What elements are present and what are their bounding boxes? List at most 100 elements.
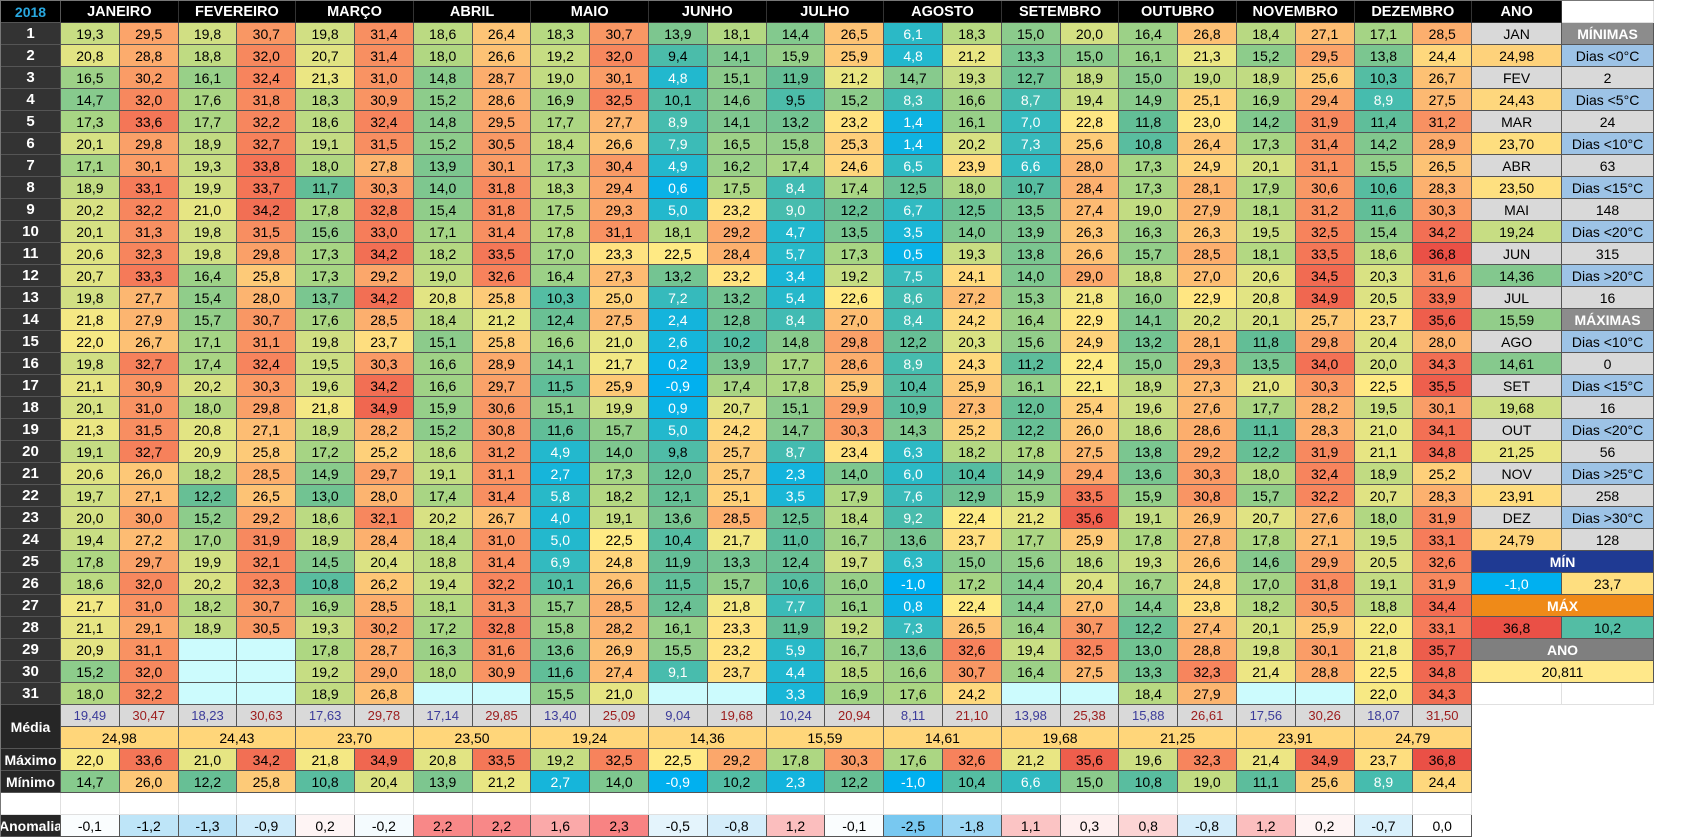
min-temp-cell[interactable]: 19,9 [178, 551, 238, 573]
max-temp-cell[interactable]: 29,2 [237, 507, 297, 529]
max-temp-cell[interactable]: 28,1 [1178, 331, 1237, 353]
min-temp-cell[interactable]: 12,2 [178, 485, 238, 507]
min-temp-cell[interactable]: 15,2 [413, 419, 473, 441]
max-temp-cell[interactable]: 22,6 [825, 287, 885, 309]
max-temp-cell[interactable]: 25,9 [1295, 617, 1355, 639]
max-temp-cell[interactable]: 26,4 [1178, 133, 1237, 155]
max-temp-cell[interactable]: 28,6 [1178, 419, 1237, 441]
max-temp-cell[interactable]: 21,3 [1178, 45, 1237, 67]
min-temp-cell[interactable]: 20,6 [1236, 265, 1296, 287]
min-temp-cell[interactable]: 19,2 [296, 661, 355, 683]
max-temp-cell[interactable]: 15,2 [825, 89, 885, 111]
max-temp-cell[interactable]: 32,6 [1413, 551, 1473, 573]
max-temp-cell[interactable]: 32,3 [119, 243, 179, 265]
min-temp-cell[interactable]: 22,0 [61, 331, 120, 353]
max-temp-cell[interactable]: 32,8 [472, 617, 532, 639]
max-temp-cell[interactable]: 30,3 [825, 419, 885, 441]
max-temp-cell[interactable]: 25,2 [1413, 463, 1473, 485]
min-temp-cell[interactable]: 4,7 [766, 221, 826, 243]
min-temp-cell[interactable]: 1,4 [884, 133, 943, 155]
max-temp-cell[interactable]: 27,0 [825, 309, 885, 331]
max-temp-cell[interactable]: 20,2 [1178, 309, 1237, 331]
max-temp-cell[interactable]: 29,5 [1295, 45, 1355, 67]
min-temp-cell[interactable]: 16,4 [1001, 309, 1061, 331]
min-temp-cell[interactable]: 7,7 [766, 595, 826, 617]
min-temp-cell[interactable]: 16,4 [1119, 23, 1179, 45]
min-temp-cell[interactable]: 12,2 [1119, 617, 1179, 639]
min-temp-cell[interactable]: 21,8 [61, 309, 120, 331]
min-temp-cell[interactable]: 17,8 [531, 221, 591, 243]
max-temp-cell[interactable]: 32,3 [1178, 661, 1237, 683]
max-temp-cell[interactable]: 28,0 [237, 287, 297, 309]
max-temp-cell[interactable]: 32,1 [354, 507, 414, 529]
max-temp-cell[interactable]: 28,8 [1295, 661, 1355, 683]
min-temp-cell[interactable]: 16,3 [413, 639, 473, 661]
min-temp-cell[interactable]: 19,7 [61, 485, 120, 507]
min-temp-cell[interactable]: 15,6 [296, 221, 355, 243]
max-temp-cell[interactable]: 26,8 [1178, 23, 1237, 45]
max-temp-cell[interactable]: 19,1 [590, 507, 649, 529]
max-temp-cell[interactable]: 25,6 [1060, 133, 1120, 155]
min-temp-cell[interactable]: 18,4 [531, 133, 591, 155]
min-temp-cell[interactable]: 14,6 [1236, 551, 1296, 573]
max-temp-cell[interactable]: 21,0 [590, 683, 649, 705]
max-temp-cell[interactable]: 35,6 [1060, 507, 1120, 529]
max-temp-cell[interactable]: 29,8 [1295, 331, 1355, 353]
min-temp-cell[interactable]: 5,0 [648, 419, 708, 441]
max-temp-cell[interactable]: 29,3 [590, 199, 649, 221]
min-temp-cell[interactable]: 18,9 [1354, 463, 1414, 485]
min-temp-cell[interactable]: 11,2 [1001, 353, 1061, 375]
min-temp-cell[interactable]: 12,2 [1236, 441, 1296, 463]
min-temp-cell[interactable]: 20,2 [178, 573, 238, 595]
min-temp-cell[interactable]: 6,5 [884, 155, 943, 177]
min-temp-cell[interactable]: 16,1 [1001, 375, 1061, 397]
min-temp-cell[interactable]: 6,7 [884, 199, 943, 221]
max-temp-cell[interactable]: 25,7 [707, 441, 767, 463]
min-temp-cell[interactable]: 15,9 [1119, 485, 1179, 507]
max-temp-cell[interactable]: 35,5 [1413, 375, 1473, 397]
empty-day-cell[interactable] [1295, 683, 1355, 705]
min-temp-cell[interactable]: 10,9 [884, 397, 943, 419]
max-temp-cell[interactable]: 23,7 [942, 529, 1002, 551]
min-temp-cell[interactable]: 20,2 [413, 507, 473, 529]
min-temp-cell[interactable]: 18,9 [1119, 375, 1179, 397]
min-temp-cell[interactable]: 17,4 [178, 353, 238, 375]
max-temp-cell[interactable]: 30,1 [472, 155, 532, 177]
min-temp-cell[interactable]: 16,1 [648, 617, 708, 639]
max-temp-cell[interactable]: 30,3 [354, 353, 414, 375]
min-temp-cell[interactable]: 18,1 [413, 595, 473, 617]
min-temp-cell[interactable]: 18,8 [1119, 265, 1179, 287]
min-temp-cell[interactable]: 18,4 [413, 529, 473, 551]
max-temp-cell[interactable]: 29,3 [1178, 353, 1237, 375]
max-temp-cell[interactable]: 26,3 [1178, 221, 1237, 243]
min-temp-cell[interactable]: 20,1 [61, 397, 120, 419]
max-temp-cell[interactable]: 31,9 [237, 529, 297, 551]
min-temp-cell[interactable]: 19,8 [296, 331, 355, 353]
max-temp-cell[interactable]: 19,2 [825, 265, 885, 287]
max-temp-cell[interactable]: 32,4 [354, 111, 414, 133]
max-temp-cell[interactable]: 26,9 [1178, 507, 1237, 529]
min-temp-cell[interactable]: 21,0 [178, 199, 238, 221]
min-temp-cell[interactable]: 17,3 [1119, 177, 1179, 199]
min-temp-cell[interactable]: 12,2 [1001, 419, 1061, 441]
max-temp-cell[interactable]: 27,7 [119, 287, 179, 309]
min-temp-cell[interactable]: 18,3 [296, 89, 355, 111]
max-temp-cell[interactable]: 16,2 [707, 155, 767, 177]
max-temp-cell[interactable]: 29,8 [237, 397, 297, 419]
min-temp-cell[interactable]: 21,0 [1236, 375, 1296, 397]
min-temp-cell[interactable]: 20,7 [296, 45, 355, 67]
max-temp-cell[interactable]: 24,9 [1060, 331, 1120, 353]
min-temp-cell[interactable]: 21,1 [1354, 441, 1414, 463]
max-temp-cell[interactable]: 29,7 [119, 551, 179, 573]
max-temp-cell[interactable]: 26,9 [590, 639, 649, 661]
max-temp-cell[interactable]: 21,2 [825, 67, 885, 89]
max-temp-cell[interactable]: 32,5 [1060, 639, 1120, 661]
min-temp-cell[interactable]: 18,2 [413, 243, 473, 265]
max-temp-cell[interactable]: 25,0 [590, 287, 649, 309]
min-temp-cell[interactable]: 4,9 [648, 155, 708, 177]
max-temp-cell[interactable]: 20,2 [942, 133, 1002, 155]
max-temp-cell[interactable]: 25,9 [942, 375, 1002, 397]
max-temp-cell[interactable]: 27,5 [1060, 441, 1120, 463]
min-temp-cell[interactable]: 20,4 [1354, 331, 1414, 353]
min-temp-cell[interactable]: 13,3 [1001, 45, 1061, 67]
